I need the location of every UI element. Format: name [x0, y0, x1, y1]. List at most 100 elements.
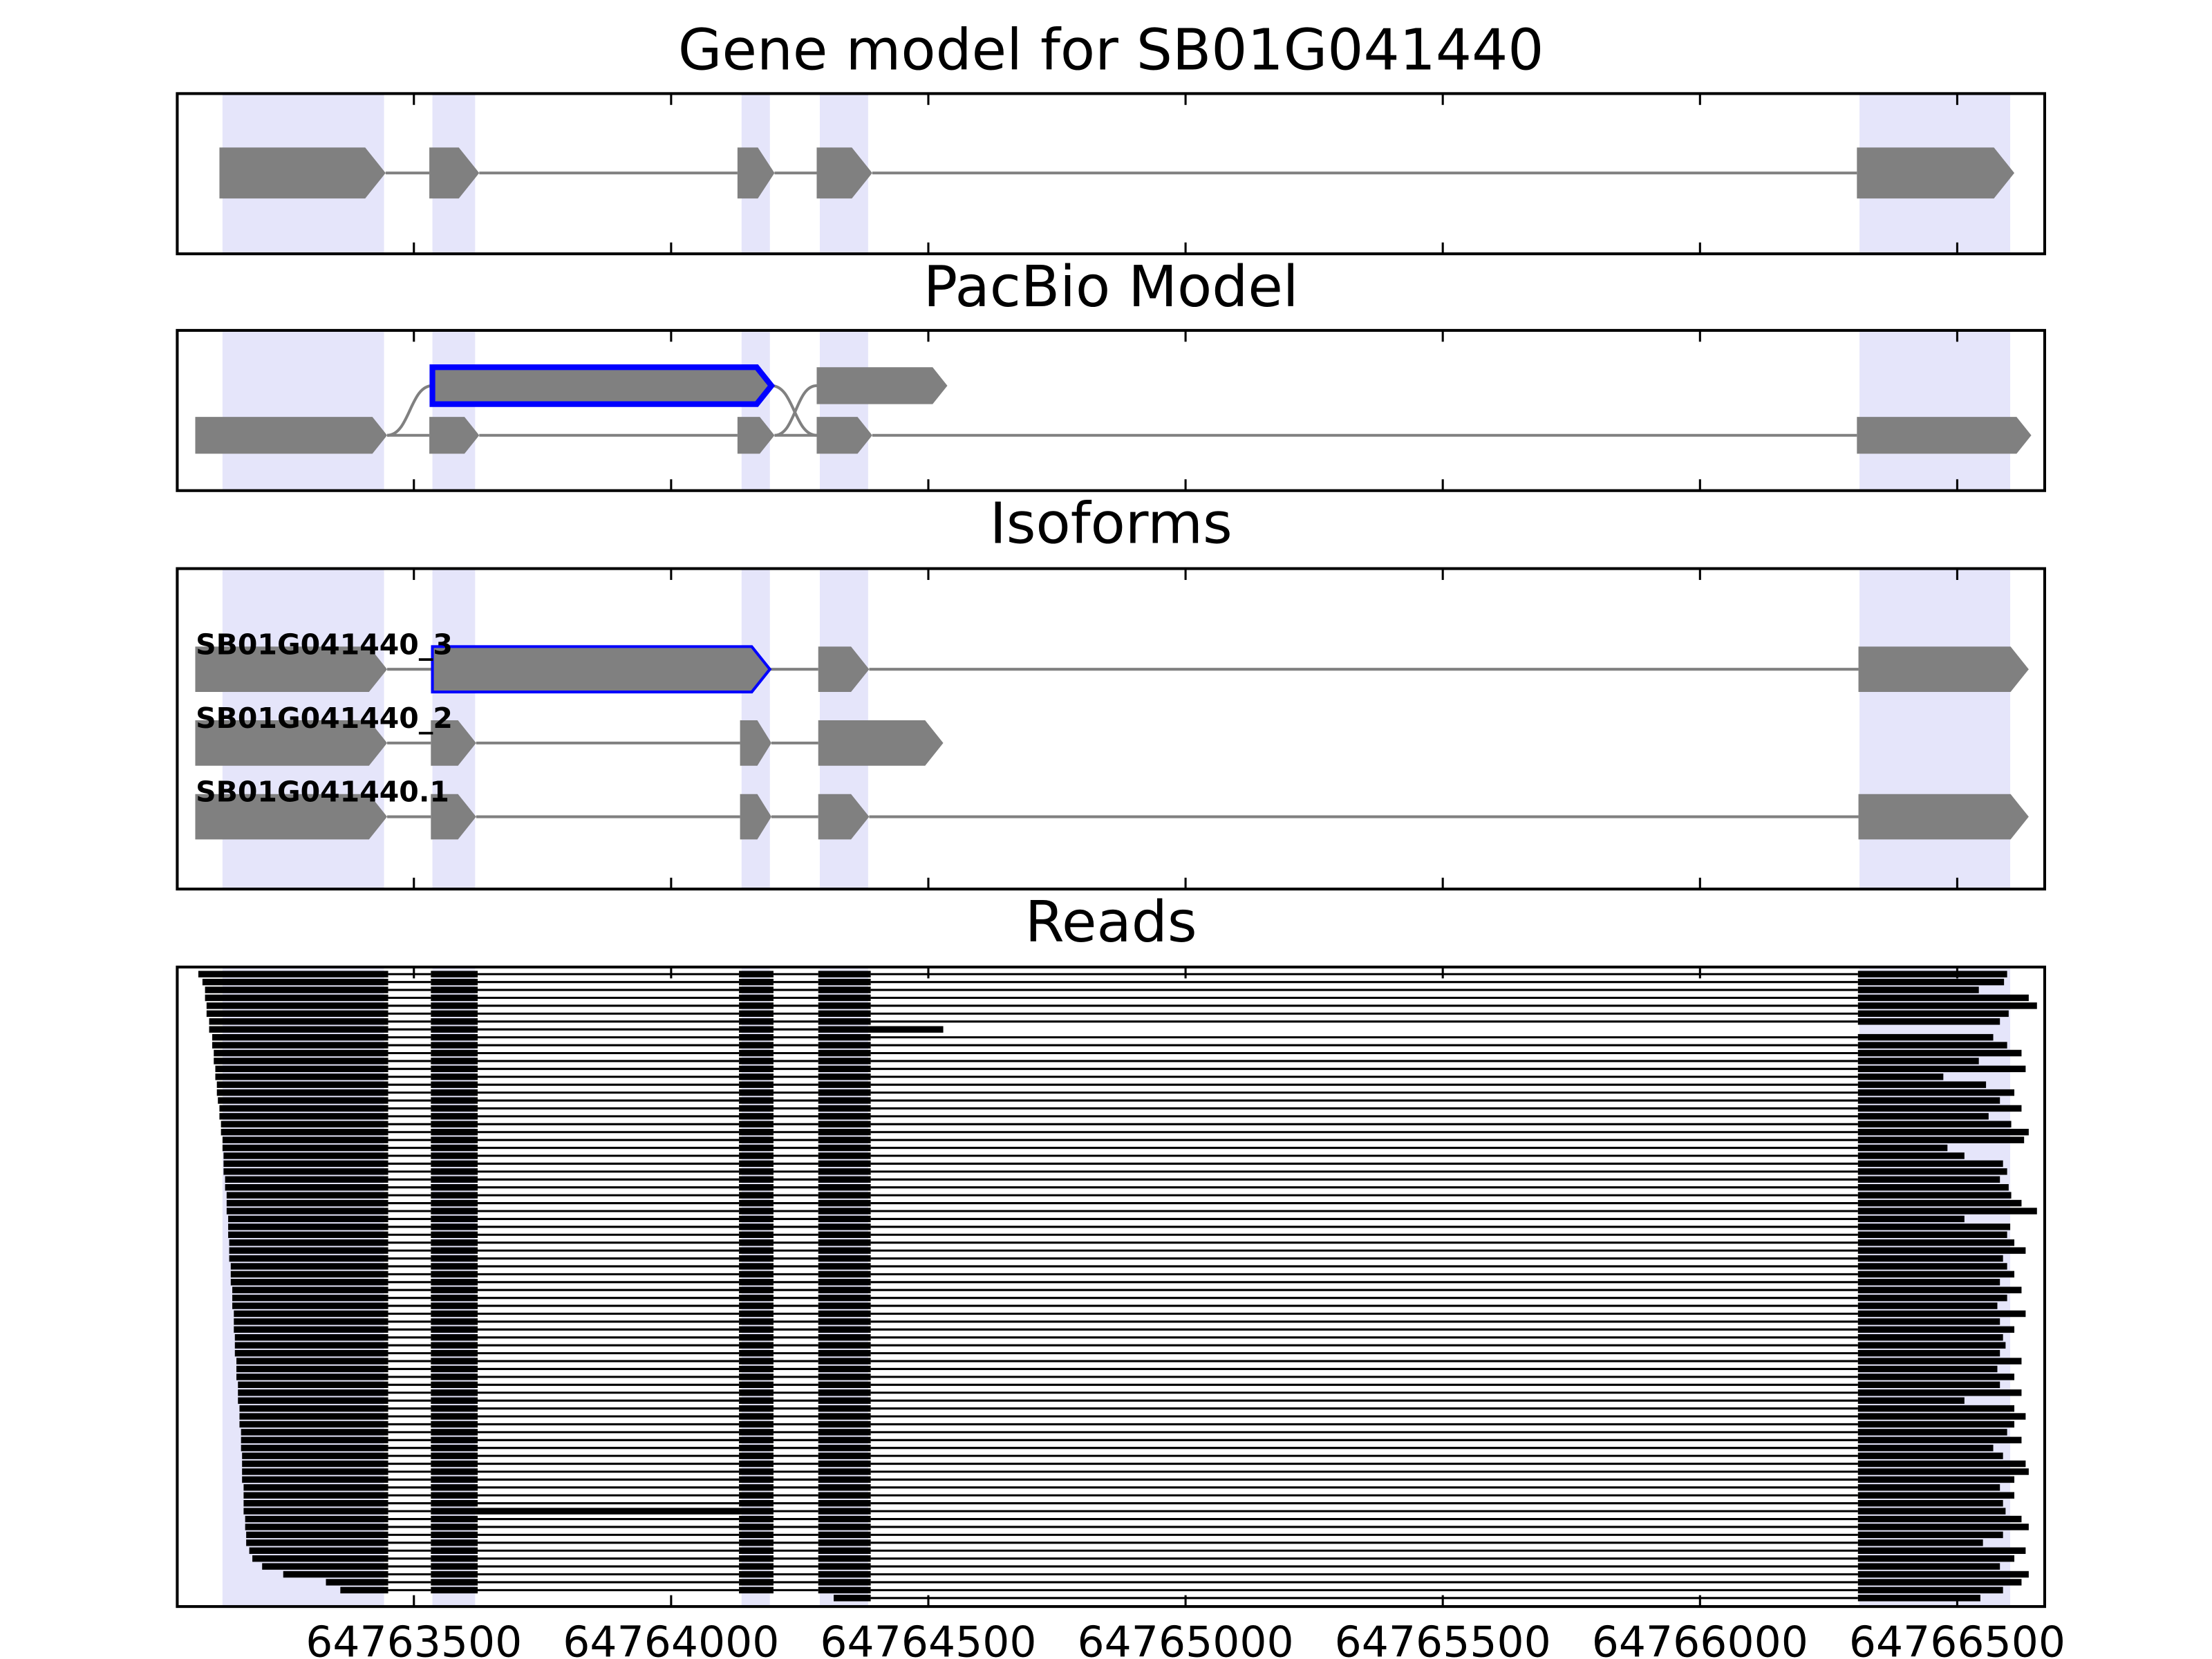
read-block	[226, 1208, 388, 1215]
read-block	[818, 1286, 871, 1293]
read-block	[234, 1310, 388, 1318]
x-tick-label: 64766500	[1849, 1618, 2065, 1659]
read-block	[431, 1429, 478, 1436]
panel-background	[177, 966, 2045, 1607]
read-block	[739, 1302, 774, 1309]
read-block	[834, 1595, 871, 1602]
read-block	[739, 1310, 774, 1318]
read-block	[431, 1334, 478, 1341]
read-block	[1857, 1389, 2022, 1396]
read-block	[1857, 1263, 2007, 1270]
read-block	[431, 1555, 478, 1562]
read-block	[818, 978, 871, 986]
read-block	[431, 1326, 478, 1333]
read-block	[1857, 1065, 2026, 1073]
x-tick-label: 64765500	[1335, 1618, 1551, 1659]
read-block	[431, 1571, 478, 1578]
read-block	[222, 1136, 388, 1143]
read-block	[739, 1058, 774, 1065]
read-block	[431, 1215, 478, 1223]
read-block	[1857, 1255, 2003, 1262]
read-block	[1857, 1136, 2025, 1143]
read-block	[818, 1231, 871, 1238]
read-block	[818, 1065, 871, 1073]
read-block	[1857, 1468, 2029, 1475]
read-block	[1857, 1144, 1948, 1152]
exon	[737, 147, 775, 199]
exon	[816, 367, 948, 404]
read-block	[739, 1074, 774, 1080]
read-block	[234, 1318, 388, 1325]
read-block	[431, 1231, 478, 1238]
read-block	[818, 1208, 871, 1215]
read-block	[818, 971, 871, 977]
read-block	[739, 971, 774, 977]
read-block	[245, 1524, 388, 1530]
exon	[818, 646, 870, 693]
read-block	[818, 1349, 871, 1357]
read-block	[1857, 1499, 2003, 1507]
read-block	[431, 1563, 478, 1570]
panel-title: Isoforms	[990, 491, 1232, 557]
read-block	[206, 1010, 388, 1018]
exon	[195, 646, 388, 693]
read-block	[234, 1334, 388, 1341]
read-block	[1857, 1294, 2007, 1302]
read-block	[739, 1018, 774, 1025]
read-block	[818, 1255, 871, 1262]
read-block	[818, 1160, 871, 1168]
read-block	[818, 1563, 871, 1570]
exon	[1857, 147, 2015, 199]
read-block	[739, 1176, 774, 1183]
read-block	[739, 1121, 774, 1128]
read-block	[818, 1515, 871, 1523]
read-block	[209, 1026, 388, 1033]
splice-link	[386, 384, 433, 437]
read-block	[431, 1405, 478, 1412]
read-block	[431, 1033, 478, 1041]
read-block	[1857, 1231, 2007, 1238]
read-block	[739, 1294, 774, 1302]
read-block	[739, 1286, 774, 1293]
read-block	[215, 1074, 388, 1080]
read-block	[431, 1183, 478, 1191]
read-block	[818, 1010, 871, 1018]
read-block	[818, 1389, 871, 1396]
read-block	[739, 1105, 774, 1112]
exon	[1858, 794, 2029, 840]
read-block	[1857, 994, 2029, 1002]
read-block	[1857, 1405, 2015, 1412]
read-block	[431, 994, 478, 1002]
read-block	[1857, 1476, 2015, 1483]
read-block	[242, 1468, 388, 1475]
read-block	[431, 1365, 478, 1373]
read-block	[739, 1160, 774, 1168]
read-block	[431, 1445, 478, 1452]
exon-highlight	[741, 330, 770, 491]
read-block	[431, 1097, 478, 1104]
read-block	[818, 1183, 871, 1191]
panel-frame	[176, 328, 2046, 492]
read-block	[431, 1468, 478, 1475]
read-block	[818, 1397, 871, 1404]
read-block	[241, 1445, 388, 1452]
read-block	[818, 1524, 871, 1530]
read-block	[205, 994, 388, 1002]
read-block	[739, 1097, 774, 1104]
read-block	[431, 1002, 478, 1009]
read-block	[818, 1342, 871, 1349]
read-block	[1857, 1349, 2000, 1357]
read-block	[739, 1579, 774, 1586]
read-block	[238, 1397, 388, 1404]
read-block	[818, 1224, 871, 1230]
read-block	[818, 1318, 871, 1325]
read-block	[1857, 1113, 1989, 1120]
read-block	[739, 1199, 774, 1207]
read-block	[739, 1129, 774, 1136]
read-block	[340, 1586, 388, 1594]
read-block	[818, 1586, 871, 1594]
read-block	[241, 1436, 388, 1444]
read-block	[739, 1318, 774, 1325]
read-block	[246, 1531, 388, 1539]
read-block	[431, 1421, 478, 1428]
